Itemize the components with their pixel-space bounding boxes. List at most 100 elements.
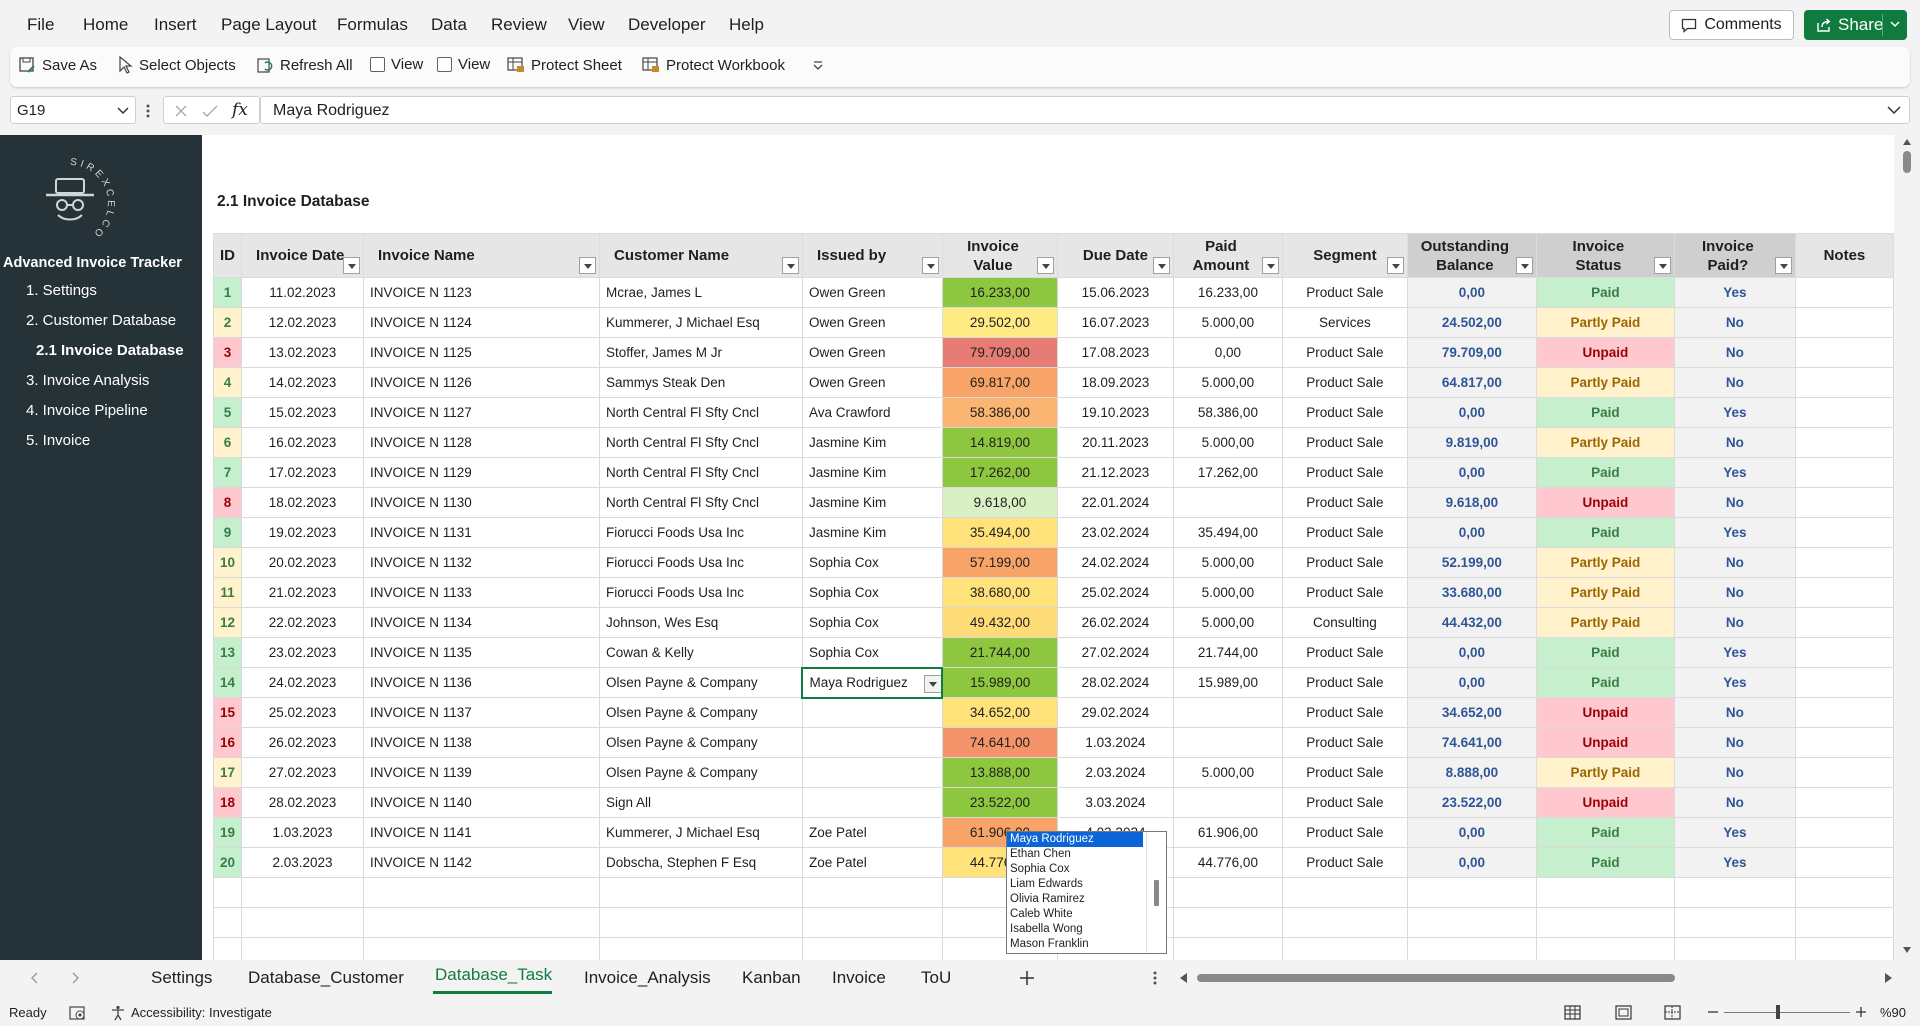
name-box[interactable]: G19	[10, 96, 136, 124]
cell-paid-amount[interactable]	[1172, 787, 1283, 818]
cell-due-date[interactable]: 15.06.2023	[1056, 277, 1174, 308]
formula-input[interactable]: Maya Rodriguez	[260, 96, 1910, 124]
sidebar-item-invoice-pipeline[interactable]: 4. Invoice Pipeline	[26, 402, 148, 419]
cell-invoice-status[interactable]: Partly Paid	[1535, 547, 1675, 578]
cell-customer-name[interactable]: North Central Fl Sfty Cncl	[599, 427, 803, 458]
more-tabs-icon[interactable]	[1153, 971, 1157, 985]
sidebar-item-invoice[interactable]: 5. Invoice	[26, 432, 91, 449]
cell-notes[interactable]	[1794, 277, 1894, 308]
cell-paid-amount[interactable]: 15.989,00	[1172, 667, 1283, 698]
cell-invoice-date[interactable]: 12.02.2023	[241, 307, 365, 338]
cell-invoice-date[interactable]: 13.02.2023	[241, 337, 365, 368]
empty-cell[interactable]	[599, 907, 803, 938]
cell-invoice-paid[interactable]: No	[1673, 547, 1796, 578]
share-button[interactable]: Share	[1804, 10, 1907, 40]
cell-invoice-name[interactable]: INVOICE N 1125	[363, 337, 600, 368]
cell-id[interactable]: 20	[212, 847, 243, 878]
cell-customer-name[interactable]: Fiorucci Foods Usa Inc	[599, 547, 803, 578]
cell-outstanding-balance[interactable]: 0,00	[1406, 847, 1537, 878]
cell-invoice-status[interactable]: Partly Paid	[1535, 607, 1675, 638]
cell-due-date[interactable]: 2.03.2024	[1056, 757, 1174, 788]
cell-invoice-value[interactable]: 49.432,00	[941, 607, 1058, 638]
cell-notes[interactable]	[1794, 637, 1894, 668]
cell-customer-name[interactable]: Johnson, Wes Esq	[599, 607, 803, 638]
cell-outstanding-balance[interactable]: 34.652,00	[1406, 697, 1537, 728]
cell-due-date[interactable]: 22.01.2024	[1056, 487, 1174, 518]
cell-invoice-paid[interactable]: No	[1673, 757, 1796, 788]
cancel-icon[interactable]	[174, 104, 188, 118]
empty-cell[interactable]	[1794, 877, 1894, 908]
cell-id[interactable]: 15	[212, 697, 243, 728]
empty-cell[interactable]	[1673, 937, 1796, 960]
cell-id[interactable]: 8	[212, 487, 243, 518]
cell-invoice-name[interactable]: INVOICE N 1133	[363, 577, 600, 608]
cell-invoice-paid[interactable]: Yes	[1673, 277, 1796, 308]
empty-cell[interactable]	[1172, 877, 1283, 908]
dropdown-option[interactable]: Liam Edwards	[1010, 878, 1083, 890]
cell-invoice-value[interactable]: 69.817,00	[941, 367, 1058, 398]
cell-notes[interactable]	[1794, 607, 1894, 638]
cell-segment[interactable]: Consulting	[1281, 607, 1408, 638]
filter-dropdown-button[interactable]	[1515, 257, 1533, 274]
cell-outstanding-balance[interactable]: 0,00	[1406, 277, 1537, 308]
cell-issued-by[interactable]: Sophia Cox	[801, 577, 943, 608]
cell-due-date[interactable]: 3.03.2024	[1056, 787, 1174, 818]
cell-outstanding-balance[interactable]: 0,00	[1406, 517, 1537, 548]
cell-issued-by[interactable]: Sophia Cox	[801, 637, 943, 668]
menu-file[interactable]: File	[27, 15, 55, 34]
cell-invoice-name[interactable]: INVOICE N 1131	[363, 517, 600, 548]
dropdown-scrollbar[interactable]	[1146, 832, 1166, 953]
sidebar-item-customer-database[interactable]: 2. Customer Database	[26, 312, 177, 329]
cell-invoice-status[interactable]: Partly Paid	[1535, 757, 1675, 788]
empty-cell[interactable]	[1535, 937, 1675, 960]
dropdown-option[interactable]: Caleb White	[1010, 908, 1073, 920]
comments-button[interactable]: Comments	[1669, 10, 1794, 40]
cell-invoice-date[interactable]: 22.02.2023	[241, 607, 365, 638]
dropdown-option[interactable]: Maya Rodriguez	[1007, 832, 1143, 847]
filter-dropdown-button[interactable]	[921, 257, 939, 274]
cell-invoice-name[interactable]: INVOICE N 1129	[363, 457, 600, 488]
empty-cell[interactable]	[241, 907, 365, 938]
cell-invoice-date[interactable]: 2.03.2023	[241, 847, 365, 878]
cell-invoice-paid[interactable]: No	[1673, 697, 1796, 728]
cell-invoice-paid[interactable]: Yes	[1673, 847, 1796, 878]
cell-customer-name[interactable]: North Central Fl Sfty Cncl	[599, 487, 803, 518]
cell-invoice-status[interactable]: Partly Paid	[1535, 367, 1675, 398]
tab-database-customer[interactable]: Database_Customer	[248, 968, 404, 987]
zoom-slider-track[interactable]	[1724, 1012, 1850, 1013]
dropdown-scroll-thumb[interactable]	[1154, 880, 1159, 906]
cell-segment[interactable]: Product Sale	[1281, 487, 1408, 518]
cell-customer-name[interactable]: Stoffer, James M Jr	[599, 337, 803, 368]
cell-invoice-paid[interactable]: No	[1673, 727, 1796, 758]
cell-issued-by[interactable]: Zoe Patel	[801, 817, 943, 848]
insert-function-button[interactable]: fx	[232, 100, 248, 120]
empty-cell[interactable]	[1281, 877, 1408, 908]
cell-id[interactable]: 12	[212, 607, 243, 638]
dropdown-option[interactable]: Mason Franklin	[1010, 938, 1089, 950]
tab-prev-icon[interactable]	[30, 972, 38, 984]
cell-invoice-name[interactable]: INVOICE N 1127	[363, 397, 600, 428]
cell-invoice-value[interactable]: 16.233,00	[941, 277, 1058, 308]
horizontal-scrollbar[interactable]	[1180, 970, 1892, 986]
cell-invoice-name[interactable]: INVOICE N 1139	[363, 757, 600, 788]
empty-cell[interactable]	[1406, 877, 1537, 908]
cell-customer-name[interactable]: Kummerer, J Michael Esq	[599, 307, 803, 338]
cell-due-date[interactable]: 1.03.2024	[1056, 727, 1174, 758]
cell-paid-amount[interactable]: 35.494,00	[1172, 517, 1283, 548]
cell-invoice-date[interactable]: 26.02.2023	[241, 727, 365, 758]
cell-customer-name[interactable]: Fiorucci Foods Usa Inc	[599, 517, 803, 548]
empty-cell[interactable]	[1406, 907, 1537, 938]
scroll-down-icon[interactable]	[1903, 947, 1911, 953]
cell-outstanding-balance[interactable]: 44.432,00	[1406, 607, 1537, 638]
cell-issued-by[interactable]	[801, 697, 943, 728]
cell-paid-amount[interactable]: 5.000,00	[1172, 307, 1283, 338]
cell-invoice-name[interactable]: INVOICE N 1135	[363, 637, 600, 668]
tab-invoice[interactable]: Invoice	[832, 968, 886, 987]
cell-paid-amount[interactable]: 44.776,00	[1172, 847, 1283, 878]
cell-segment[interactable]: Product Sale	[1281, 667, 1408, 698]
cell-id[interactable]: 16	[212, 727, 243, 758]
cell-segment[interactable]: Product Sale	[1281, 457, 1408, 488]
cell-issued-by[interactable]: Jasmine Kim	[801, 517, 943, 548]
cell-issued-by[interactable]: Jasmine Kim	[801, 457, 943, 488]
tab-invoice-analysis[interactable]: Invoice_Analysis	[584, 968, 711, 987]
